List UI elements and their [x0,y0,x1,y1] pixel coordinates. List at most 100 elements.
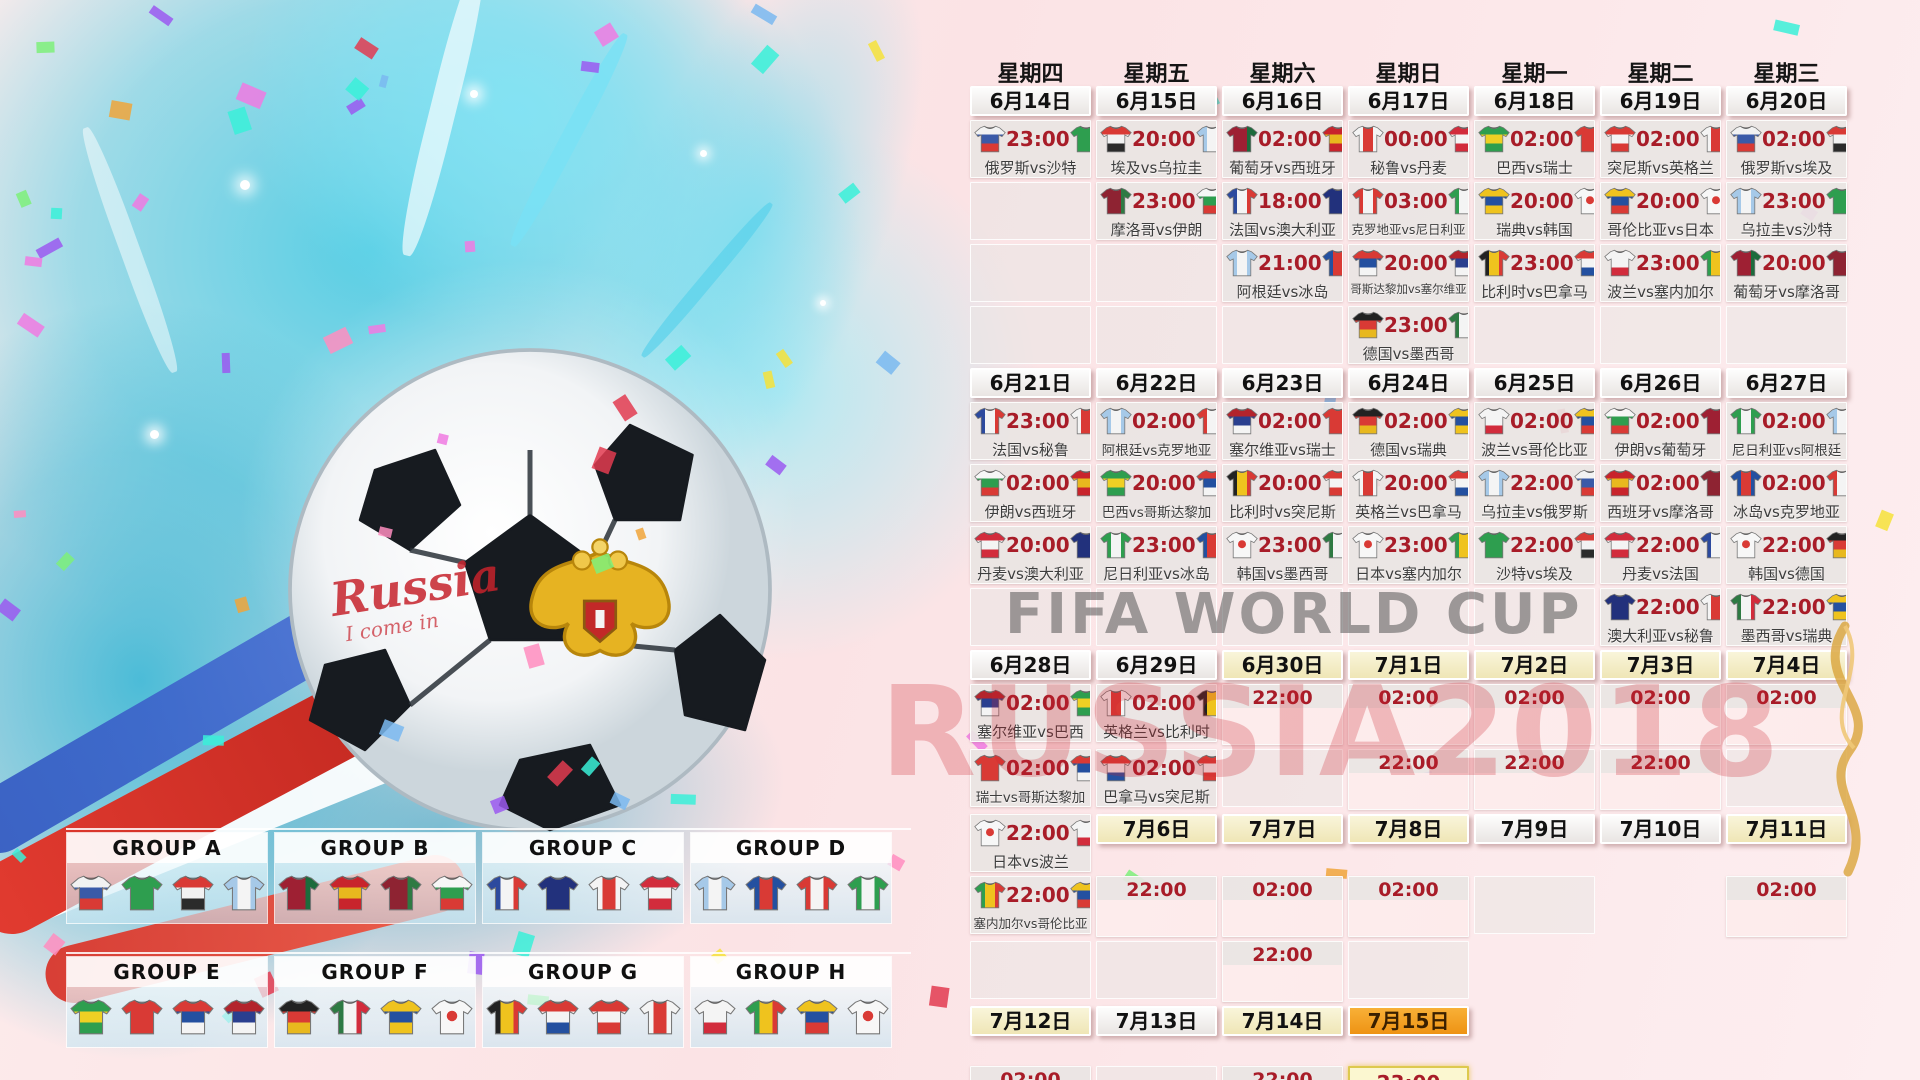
jersey-icon [1699,125,1720,153]
empty-cell [970,182,1091,240]
match-time: 20:00 [1132,127,1196,151]
jersey-icon [1699,593,1720,621]
match-cell: 23:00 乌拉圭vs沙特 [1726,182,1847,240]
jersey-icon [1730,593,1762,621]
date-chip: 6月23日 [1222,368,1343,398]
confetti-piece [1875,509,1894,532]
blank-cell [1726,1006,1847,1062]
match-time: 23:00 [1258,533,1322,557]
knockout-cell: 22:00 1/8决赛 F1vsE2 [1600,749,1721,810]
match-cell: 23:00 日本vs塞内加尔 [1348,526,1469,584]
knockout-cell: 02:00 1/8决赛 H1vsG2 [1726,684,1847,745]
jersey-icon [277,999,320,1035]
match-time: 22:00 [1252,944,1313,966]
match-cell: 23:00 摩洛哥vs伊朗 [1096,182,1217,240]
match-time: 22:00 [1636,533,1700,557]
match-time: 02:00 [1006,471,1070,495]
jersey-icon [1195,754,1216,782]
match-time: 22:00 [1006,821,1070,845]
match-cell: 00:00 秘鲁vs丹麦 [1348,120,1469,178]
match-time: 02:00 [1510,409,1574,433]
match-teams: 英格兰vs比利时 [1103,723,1210,741]
match-time: 02:00 [1384,409,1448,433]
stage-label: 1/8决赛 [1475,773,1594,809]
match-cell: 20:00 瑞典vs韩国 [1474,182,1595,240]
date-chip: 7月2日 [1474,650,1595,680]
match-time: 02:00 [1756,687,1817,709]
match-teams: 瑞士vs哥斯达黎加 [975,790,1086,806]
group-jerseys [691,987,891,1047]
jersey-icon [744,875,787,911]
final-cell: 23:00 决 赛 [1348,1066,1469,1080]
weekday-label: 星期六 [1249,62,1316,87]
match-teams: 哥伦比亚vs日本 [1607,221,1714,239]
empty-cell [970,588,1091,646]
jersey-icon [277,875,320,911]
weekday-label: 星期三 [1753,62,1820,87]
group-panels: GROUP A GROUP B GROUP C [66,828,911,1076]
date-chip: 7月9日 [1474,814,1595,844]
date-chip: 6月22日 [1096,368,1217,398]
jersey-icon [1604,407,1636,435]
match-cell: 18:00 法国vs澳大利亚 [1222,182,1343,240]
knockout-cell: 22:00 1/4决赛 49胜者vs50胜者 [1096,876,1217,937]
jersey-icon [1447,249,1468,277]
match-teams: 伊朗vs西班牙 [984,503,1077,521]
knockout-cell: 22:00 1/8决赛 E1vsF2 [1474,749,1595,810]
match-teams: 法国vs秘鲁 [992,441,1069,459]
sparkle [700,150,707,157]
match-cell: 02:00 塞尔维亚vs瑞士 [1222,402,1343,460]
blank-cell [1600,1066,1721,1080]
match-time: 22:00 [1006,883,1070,907]
sparkle [470,90,478,98]
knockout-cell: 22:00 1/4决赛 55胜者vs56胜者 [1222,941,1343,1002]
match-teams: 巴西vs瑞士 [1496,159,1573,177]
jersey-icon [1730,187,1762,215]
date-chip: 7月12日 [970,1006,1091,1036]
stage-label: 1/8决赛 [1475,708,1594,744]
jersey-icon [1100,469,1132,497]
match-time: 23:00 [1384,533,1448,557]
match-teams: 比利时vs巴拿马 [1481,283,1588,301]
stage-label: 1/8决赛 [1349,773,1468,809]
jersey-icon [536,875,579,911]
match-cell: 02:00 伊朗vs西班牙 [970,464,1091,522]
match-cell: 22:00 塞内加尔vs哥伦比亚 [970,876,1091,934]
jersey-icon [1604,187,1636,215]
stage-label: 1/4决赛 [1349,900,1468,936]
empty-cell [970,244,1091,302]
match-time: 23:00 [1350,1071,1467,1080]
weekday-label: 星期五 [1123,62,1190,87]
date-chip: 6月27日 [1726,368,1847,398]
match-teams: 丹麦vs澳大利亚 [977,565,1084,583]
match-teams: 乌拉圭vs沙特 [1740,221,1833,239]
jersey-icon [1573,125,1594,153]
match-time: 02:00 [1636,127,1700,151]
schedule-grid: 星期四 星期五 星期六 星期日 星期一 星期二 星期三 6月14日 6月15日 6月16日 6月17… [970,56,1860,1080]
match-teams: 比利时vs突尼斯 [1229,503,1336,521]
jersey-icon [1195,469,1216,497]
jersey-icon [1447,407,1468,435]
match-teams: 葡萄牙vs摩洛哥 [1733,283,1840,301]
match-teams: 瑞典vs韩国 [1496,221,1573,239]
jersey-icon [1825,249,1846,277]
date-chip: 6月19日 [1600,86,1721,116]
match-cell: 20:00 哥伦比亚vs日本 [1600,182,1721,240]
jersey-icon [1573,531,1594,559]
match-time: 02:00 [1504,687,1565,709]
group-box: GROUP D [690,832,892,924]
match-time: 02:00 [1252,879,1313,901]
match-time: 02:00 [1006,756,1070,780]
jersey-icon [846,999,889,1035]
jersey-icon [1478,531,1510,559]
date-chip: 7月7日 [1222,814,1343,844]
match-teams: 韩国vs德国 [1748,565,1825,583]
match-teams: 墨西哥vs瑞典 [1740,627,1833,645]
match-time: 20:00 [1132,471,1196,495]
jersey-icon [1321,187,1342,215]
jersey-icon [974,881,1006,909]
match-cell: 22:00 韩国vs德国 [1726,526,1847,584]
jersey-icon [1573,469,1594,497]
match-cell: 22:00 乌拉圭vs俄罗斯 [1474,464,1595,522]
match-cell: 22:00 沙特vs埃及 [1474,526,1595,584]
